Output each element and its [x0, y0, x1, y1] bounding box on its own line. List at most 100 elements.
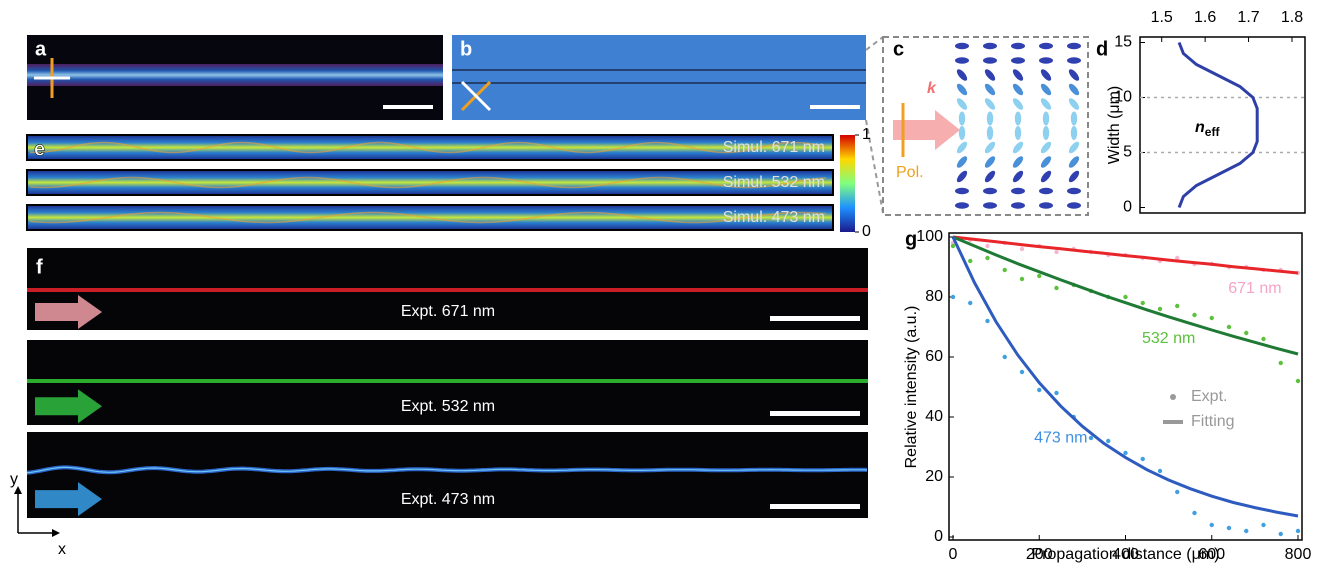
y-tick-label: 80	[925, 288, 943, 305]
molecule	[983, 188, 997, 194]
series-label: 671 nm	[1228, 280, 1281, 297]
scale-bar	[770, 411, 860, 416]
legend-marker	[1170, 394, 1176, 400]
x-axis-label: Propagation distance (μm)	[1032, 546, 1220, 563]
data-point	[1106, 439, 1110, 443]
y-tick-label: 5	[1123, 144, 1132, 161]
data-point	[1227, 526, 1231, 530]
pol-label: Pol.	[896, 164, 924, 181]
scale-bar	[770, 316, 860, 321]
molecule	[1039, 188, 1053, 194]
data-point	[951, 244, 955, 248]
plot-frame	[1140, 37, 1305, 213]
molecule	[1067, 43, 1081, 49]
data-point	[951, 295, 955, 299]
x-tick-label: 0	[949, 546, 958, 563]
data-point	[1158, 469, 1162, 473]
data-point	[968, 301, 972, 305]
x-tick-label: 1.5	[1151, 9, 1173, 26]
molecule	[1039, 202, 1053, 208]
data-point	[1020, 247, 1024, 251]
molecule	[1043, 126, 1049, 140]
data-point	[1210, 523, 1214, 527]
molecule	[983, 57, 997, 63]
panel-label: a	[35, 38, 47, 60]
molecule	[955, 202, 969, 208]
data-point	[1089, 436, 1093, 440]
data-point	[1003, 268, 1007, 272]
molecule	[983, 202, 997, 208]
y-axis-label: Width (μm)	[1106, 86, 1123, 165]
series-label: 532 nm	[1142, 330, 1195, 347]
molecule	[955, 188, 969, 194]
data-point	[1054, 286, 1058, 290]
molecule	[1015, 112, 1021, 126]
zoom-line	[866, 37, 883, 50]
data-point	[1261, 523, 1265, 527]
data-point	[1192, 313, 1196, 317]
scale-bar	[810, 105, 860, 109]
data-point	[1003, 355, 1007, 359]
y-axis-label: Relative intensity (a.u.)	[903, 306, 920, 469]
data-point	[1158, 307, 1162, 311]
scale-bar	[383, 105, 433, 109]
molecule	[1043, 112, 1049, 126]
scale-bar	[770, 504, 860, 509]
y-tick-label: 0	[934, 528, 943, 545]
data-point	[1261, 337, 1265, 341]
neff-annotation: neff	[1195, 119, 1220, 139]
legend-label: Expt.	[1191, 388, 1227, 405]
axis-label: y	[10, 471, 18, 488]
y-tick-label: 15	[1114, 34, 1132, 51]
x-tick-label: 1.6	[1194, 9, 1216, 26]
data-point	[1244, 331, 1248, 335]
data-point	[1037, 274, 1041, 278]
molecule	[1011, 43, 1025, 49]
y-tick-label: 60	[925, 348, 943, 365]
fit-line	[953, 237, 1298, 273]
molecule	[1015, 126, 1021, 140]
data-point	[1227, 325, 1231, 329]
x-tick-label: 800	[1285, 546, 1312, 563]
data-point	[1141, 301, 1145, 305]
molecule	[1011, 57, 1025, 63]
molecule	[1011, 202, 1025, 208]
data-point	[1054, 391, 1058, 395]
data-point	[1054, 250, 1058, 254]
molecule	[959, 126, 965, 140]
fit-line	[953, 237, 1298, 516]
panel-label: c	[893, 38, 904, 60]
panel-label: f	[36, 256, 43, 278]
colorbar-tick-label: 1	[862, 126, 871, 143]
data-point	[985, 319, 989, 323]
data-point	[1279, 532, 1283, 536]
experiment-label: Expt. 473 nm	[401, 491, 495, 508]
panel-e: Simul. 671 nmSimul. 532 nmSimul. 473 nm	[27, 135, 833, 230]
panel-f: Expt. 671 nm Expt. 532 nm Expt. 473 nm	[27, 248, 868, 518]
strip-label: Simul. 671 nm	[723, 139, 825, 156]
simulation-strip	[27, 135, 833, 160]
data-point	[1123, 451, 1127, 455]
data-point	[1037, 388, 1041, 392]
data-point	[1141, 457, 1145, 461]
panel-b-image	[452, 35, 866, 120]
data-point	[1020, 277, 1024, 281]
experiment-label: Expt. 671 nm	[401, 303, 495, 320]
k-label: k	[927, 80, 937, 97]
y-tick-label: 100	[916, 228, 943, 245]
figure: a b k Pol. c d neff Simul. 671 nmSimul. …	[0, 0, 1320, 565]
data-point	[1244, 529, 1248, 533]
data-point	[1020, 370, 1024, 374]
data-point	[1123, 295, 1127, 299]
molecule	[1067, 57, 1081, 63]
data-point	[985, 256, 989, 260]
panel-label: e	[34, 138, 45, 160]
arrow-head	[52, 529, 60, 537]
strip-label: Simul. 473 nm	[723, 209, 825, 226]
data-point	[1296, 529, 1300, 533]
data-point	[985, 244, 989, 248]
experiment-label: Expt. 532 nm	[401, 398, 495, 415]
colorbar	[840, 135, 855, 232]
panel-label: b	[460, 38, 472, 60]
molecule	[1067, 188, 1081, 194]
